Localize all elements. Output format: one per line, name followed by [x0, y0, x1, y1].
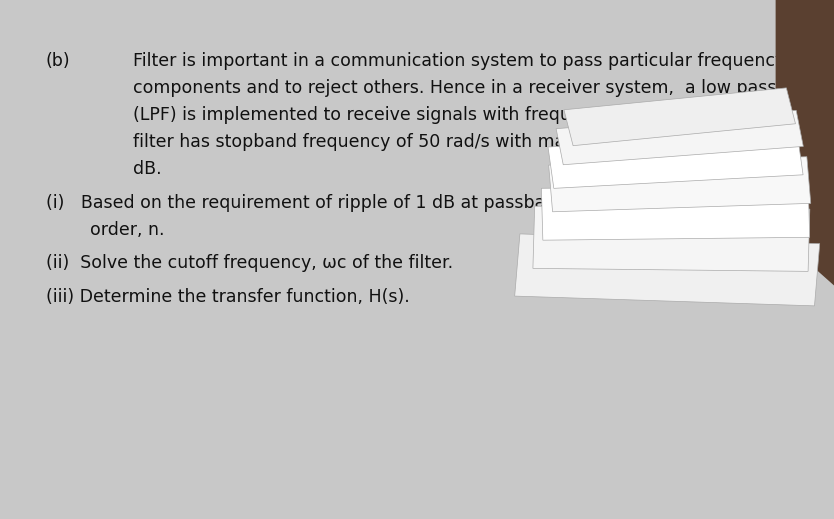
Text: (LPF) is implemented to receive signals with frequency less than 20 rad/s. This: (LPF) is implemented to receive signals …	[133, 106, 821, 124]
Text: order, n.: order, n.	[46, 221, 164, 239]
Polygon shape	[776, 0, 834, 285]
Text: Filter is important in a communication system to pass particular frequency: Filter is important in a communication s…	[133, 52, 786, 70]
Polygon shape	[564, 88, 796, 146]
Polygon shape	[515, 234, 820, 306]
Polygon shape	[541, 185, 810, 240]
Polygon shape	[549, 157, 811, 212]
Text: dB.: dB.	[133, 160, 162, 178]
Text: (b): (b)	[46, 52, 71, 70]
Text: components and to reject others. Hence in a receiver system,  a low pass filter: components and to reject others. Hence i…	[133, 79, 823, 97]
Text: filter has stopband frequency of 50 rad/s with maximum stopband gain of 40: filter has stopband frequency of 50 rad/…	[133, 133, 806, 151]
Polygon shape	[533, 206, 810, 271]
Text: (iii) Determine the transfer function, H(s).: (iii) Determine the transfer function, H…	[46, 288, 409, 306]
Polygon shape	[548, 133, 803, 188]
Text: (ii)  Solve the cutoff frequency, ωc of the filter.: (ii) Solve the cutoff frequency, ωc of t…	[46, 254, 453, 272]
Polygon shape	[556, 111, 803, 165]
Text: (i)   Based on the requirement of ripple of 1 dB at passband, compute filter: (i) Based on the requirement of ripple o…	[46, 194, 701, 212]
